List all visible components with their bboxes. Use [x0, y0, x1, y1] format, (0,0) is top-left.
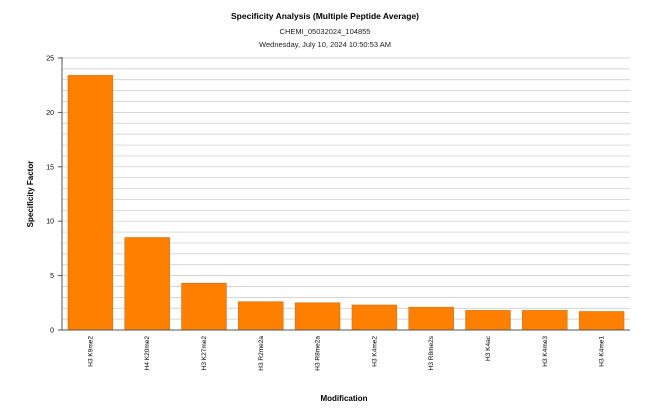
y-tick-label: 5 [50, 273, 54, 280]
bar [522, 310, 568, 331]
x-tick-label: H3 K9me2 [87, 336, 94, 367]
bars [67, 75, 625, 331]
y-tick-label: 0 [50, 328, 54, 335]
y-tick-label: 10 [46, 219, 54, 226]
x-tick-label: H3 R8me2s [428, 335, 435, 370]
y-axis-label: Specificity Factor [26, 161, 35, 228]
x-tick-label: H3 K4me1 [599, 336, 606, 367]
x-tick-label: H4 K20me2 [144, 336, 151, 371]
x-tick-label: H3 K4me3 [542, 336, 549, 367]
bar [408, 306, 454, 331]
bar [351, 304, 398, 331]
bar [124, 237, 170, 331]
x-tick-label: H3 K4me2 [371, 336, 378, 367]
bar [238, 301, 284, 331]
bar [465, 310, 511, 331]
y-tick-label: 15 [46, 164, 54, 171]
x-tick-labels: H3 K9me2 H4 K20me2 H3 K27me2 H3 R2me2a H3 R8… [87, 335, 605, 370]
x-tick-label: H3 K27me2 [201, 336, 208, 371]
chart-subtitle-run-id: CHEMI_05032024_104855 [279, 27, 371, 36]
x-axis-label: Modification [320, 394, 367, 403]
chart-subtitle-timestamp: Wednesday, July 10, 2024 10:50:53 AM [259, 40, 391, 49]
y-tick-label: 25 [46, 56, 54, 63]
x-tick-label: H3 R2me2a [258, 336, 265, 371]
bar [67, 75, 114, 331]
x-tick-label: H3 K4ac [485, 335, 492, 361]
y-tick-label: 20 [46, 110, 54, 117]
axes [61, 57, 630, 331]
bar [181, 282, 227, 331]
bar [578, 311, 625, 331]
x-tick-label: H3 R8me2a [315, 336, 322, 371]
y-tick-labels: 0 5 10 15 20 25 [46, 56, 62, 335]
chart-title: Specificity Analysis (Multiple Peptide A… [231, 11, 419, 21]
bar [294, 302, 341, 331]
